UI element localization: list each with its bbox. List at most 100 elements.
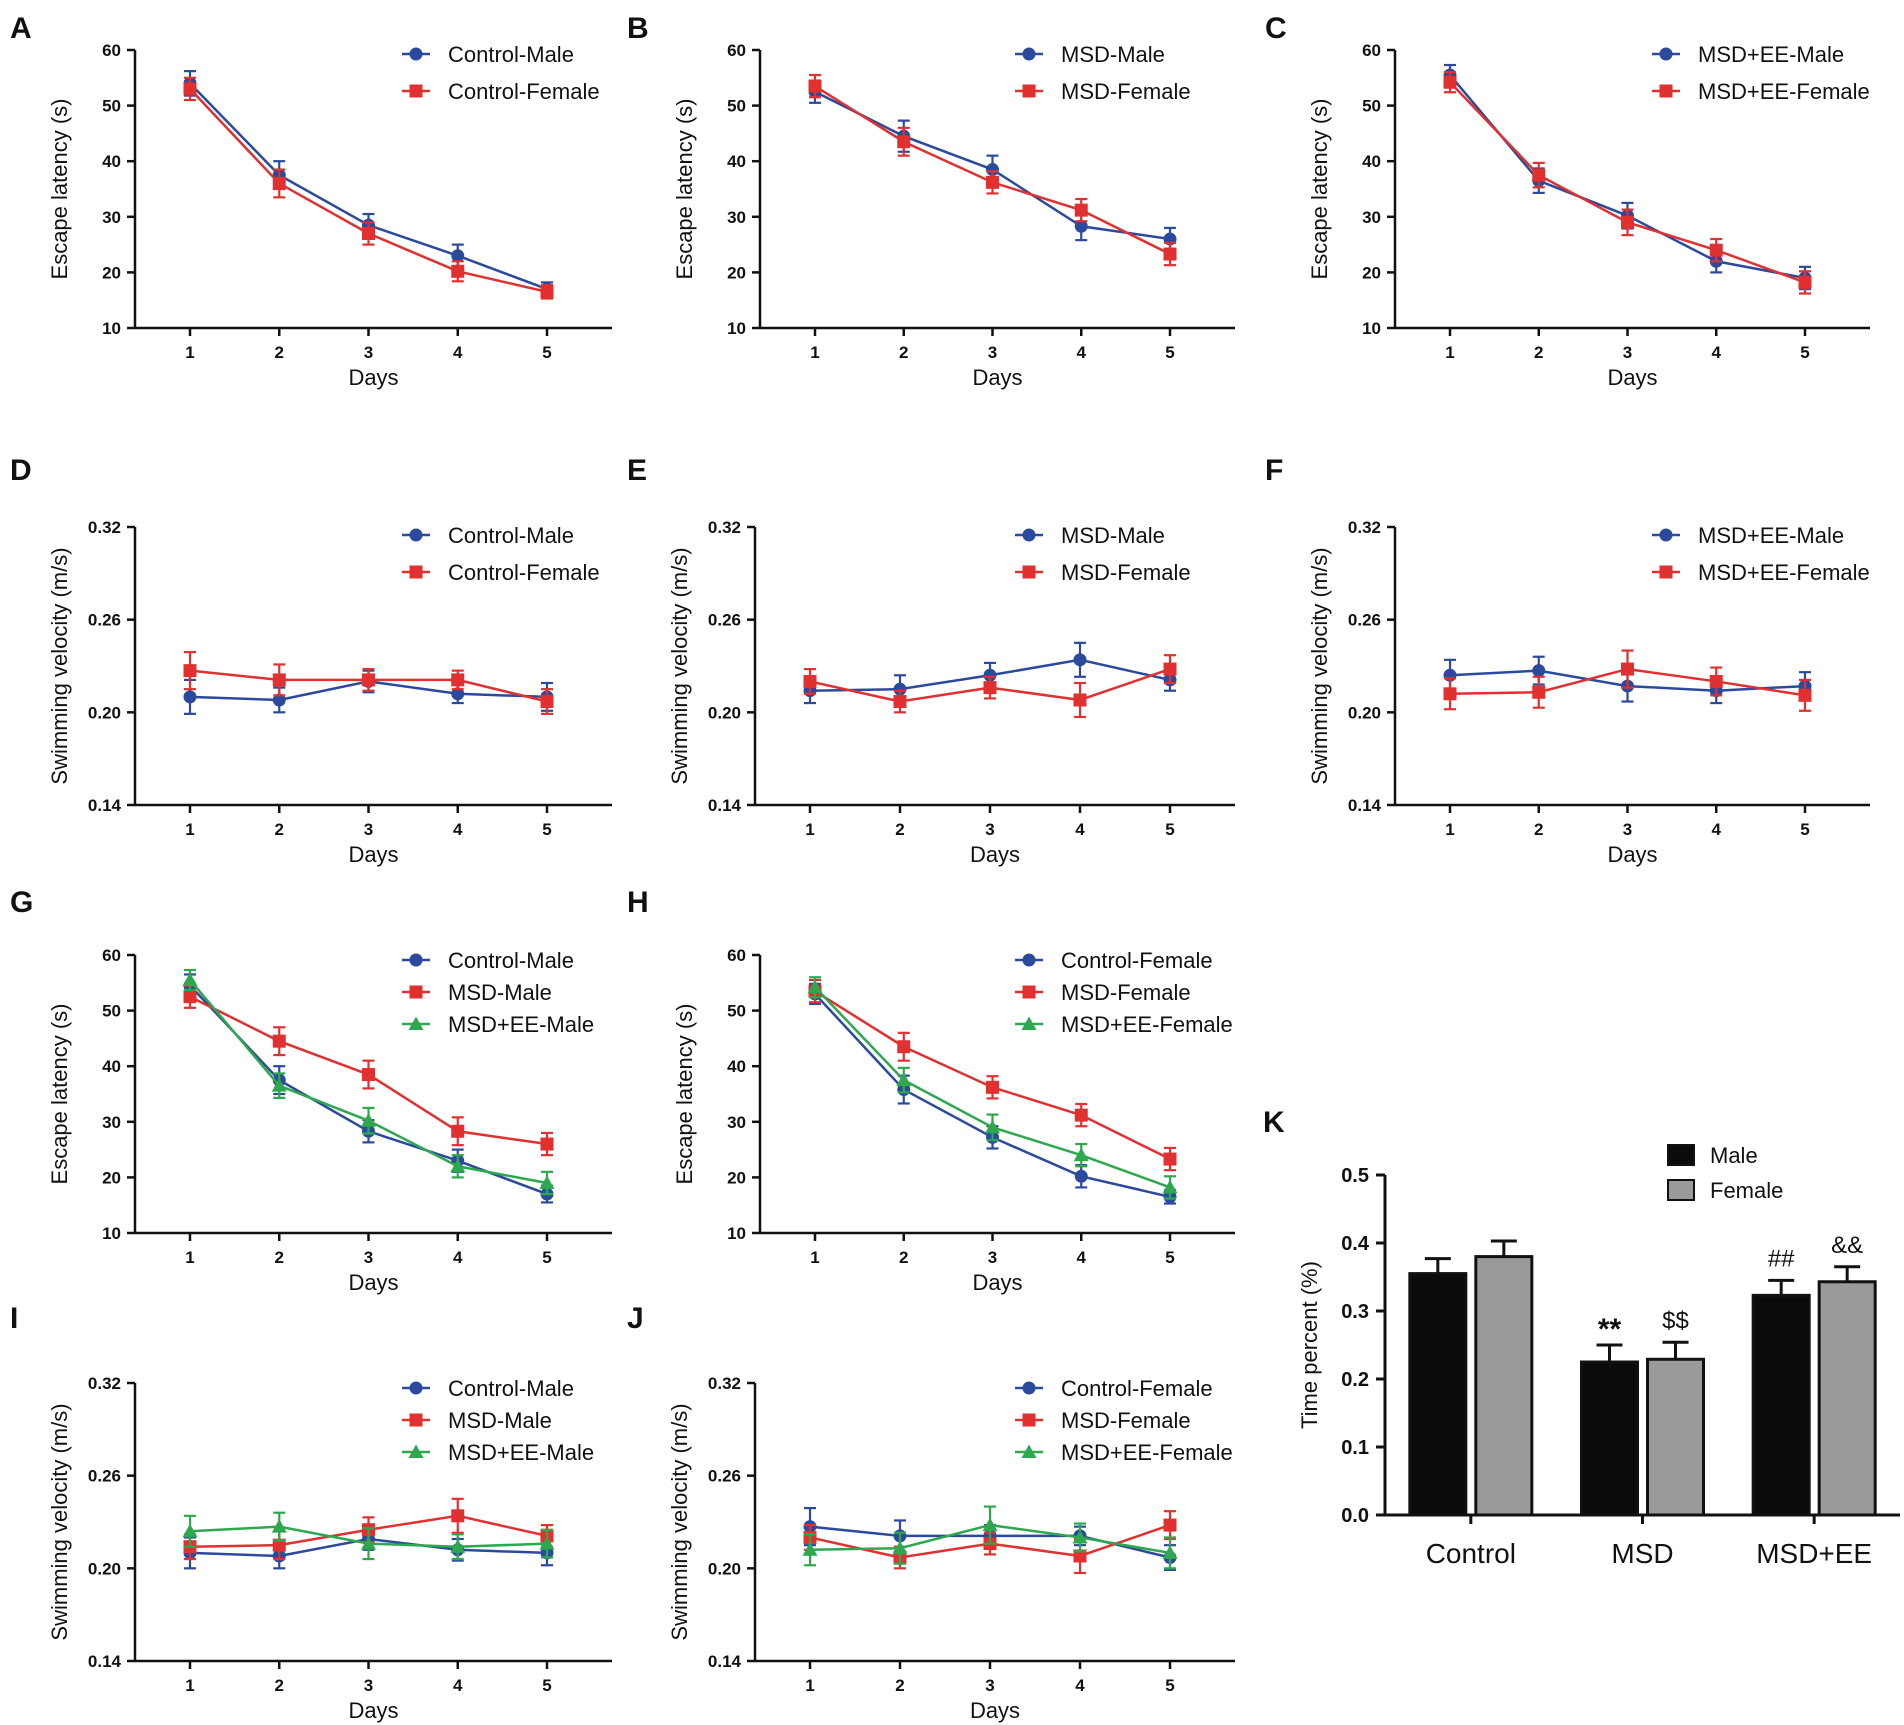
panel-g: G 10 20 30 40 50 60 1 2 3 4 5 Days Escape latency (s)… (10, 886, 612, 1295)
data-point (540, 285, 554, 299)
y-tick-label: 0.14 (1348, 796, 1382, 815)
x-tick-label: 2 (275, 820, 284, 839)
y-tick-label: 0.26 (1348, 611, 1381, 630)
x-tick-label: 4 (1077, 343, 1087, 362)
x-tick-label: 1 (810, 1248, 819, 1267)
x-tick-label: 5 (1165, 1676, 1174, 1695)
x-tick-label: 4 (453, 1248, 463, 1267)
data-point (540, 1137, 554, 1151)
panel-e: E 0.14 0.20 0.26 0.32 1 2 3 4 5 Days Swimming veloc… (627, 454, 1235, 867)
y-tick-label: 0.26 (708, 1467, 741, 1486)
series-msd-ee-female (807, 976, 1178, 1200)
series-msd-ee-male (182, 1511, 555, 1561)
x-tick-label: 4 (1075, 820, 1085, 839)
data-point (897, 1040, 911, 1054)
panel-k: K 0.0 0.1 0.2 0.3 0.4 0.5 Time percent (%) Contr… (1263, 1106, 1900, 1569)
y-tick-label: 60 (102, 946, 121, 965)
bar-male (1751, 1293, 1811, 1517)
y-tick-label: 20 (727, 263, 746, 282)
x-axis-label: Days (348, 365, 398, 390)
legend-label: MSD+EE-Female (1698, 79, 1870, 104)
x-tick-label: 3 (988, 1248, 997, 1267)
legend-label: MSD+EE-Female (1061, 1012, 1233, 1037)
series-line (1449, 81, 1806, 284)
x-tick-label: 3 (985, 1676, 994, 1695)
data-point (1798, 688, 1812, 702)
data-point (983, 681, 997, 695)
data-point (1798, 275, 1812, 289)
data-point (451, 1124, 465, 1138)
data-point (1532, 685, 1546, 699)
data-point (271, 1078, 287, 1092)
legend-marker (1022, 1413, 1036, 1427)
y-tick-label: 60 (102, 41, 121, 60)
legend-label: MSD-Male (1061, 523, 1165, 548)
x-tick-label: 5 (1165, 1248, 1174, 1267)
y-tick-label: 0.32 (1348, 518, 1381, 537)
y-tick-label: 40 (102, 1057, 121, 1076)
panel-b: B 10 20 30 40 50 60 1 2 3 4 5 Days Escape latency (s)… (627, 12, 1235, 390)
legend-marker (409, 953, 423, 967)
series-line (1449, 74, 1806, 280)
y-tick-label: 0.14 (708, 1652, 742, 1671)
data-point (893, 682, 907, 696)
legend: MSD+EE-Male MSD+EE-Female (1652, 42, 1870, 104)
data-point (361, 1536, 376, 1550)
data-point (1163, 1518, 1177, 1532)
y-tick-label: 0.1 (1341, 1437, 1369, 1459)
data-point (1073, 653, 1087, 667)
data-point (183, 690, 197, 704)
panel-a: A 10 20 30 40 50 60 1 2 3 4 5 Days Escape latency (s)… (10, 12, 612, 390)
y-tick-label: 50 (727, 1002, 746, 1021)
y-tick-label: 50 (727, 97, 746, 116)
legend: Control-Male Control-Female (402, 42, 600, 104)
legend: MSD+EE-Male MSD+EE-Female (1652, 523, 1870, 585)
x-tick-label: 3 (1623, 820, 1632, 839)
panel-d: D 0.14 0.20 0.26 0.32 1 2 3 4 5 Days Swimming veloc… (10, 454, 612, 867)
x-tick-label: 4 (453, 343, 463, 362)
y-tick-label: 40 (727, 152, 746, 171)
legend-label: MSD+EE-Male (448, 1012, 594, 1037)
data-point (183, 990, 197, 1004)
legend-marker (1021, 1016, 1037, 1030)
series-msd-ee-male (182, 968, 555, 1196)
legend-marker (1659, 565, 1673, 579)
series-msd-female (808, 978, 1177, 1172)
legend: Control-Female MSD-Female MSD+EE-Female (1015, 948, 1233, 1037)
data-point (361, 1113, 376, 1127)
legend-marker (1022, 985, 1036, 999)
legend-marker (409, 528, 423, 542)
legend-label: Control-Female (448, 560, 600, 585)
panel-label: C (1265, 12, 1287, 45)
panel-label: A (10, 12, 32, 45)
data-point (808, 79, 822, 93)
series-control-female (183, 76, 554, 300)
y-axis-label: Escape latency (s) (1307, 99, 1332, 280)
legend-marker (1022, 84, 1036, 98)
y-tick-label: 30 (102, 1113, 121, 1132)
series-line (189, 82, 548, 291)
category-label: Control (1426, 1538, 1516, 1569)
legend-marker (1659, 528, 1673, 542)
y-tick-label: 60 (727, 946, 746, 965)
y-tick-label: 0.26 (88, 611, 121, 630)
y-tick-label: 0.0 (1341, 1505, 1369, 1527)
data-point (183, 82, 197, 96)
y-tick-label: 0.20 (88, 703, 121, 722)
category-label: MSD (1611, 1538, 1673, 1569)
y-tick-label: 40 (102, 152, 121, 171)
panel-j: J 0.14 0.20 0.26 0.32 1 2 3 4 5 Days Swimming veloc… (627, 1302, 1235, 1723)
legend-marker (409, 47, 423, 61)
x-tick-label: 1 (805, 820, 814, 839)
legend-marker (408, 1016, 424, 1030)
data-point (1709, 243, 1723, 257)
y-tick-label: 30 (727, 208, 746, 227)
data-point (986, 1080, 999, 1094)
y-tick-label: 30 (727, 1113, 746, 1132)
data-point (272, 693, 286, 707)
bar-female (1474, 1255, 1534, 1517)
data-point (1162, 1545, 1178, 1559)
x-tick-label: 4 (1075, 1676, 1085, 1695)
x-tick-label: 3 (364, 820, 373, 839)
x-axis-label: Days (970, 1698, 1020, 1723)
